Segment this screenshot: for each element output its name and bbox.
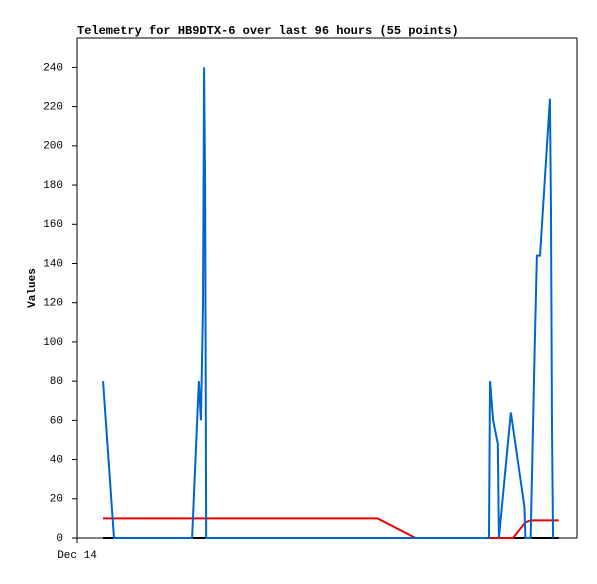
- y-tick-label: 220: [43, 102, 63, 114]
- y-axis-label: Values: [27, 268, 39, 308]
- y-tick-label: 160: [43, 219, 63, 231]
- chart-title: Telemetry for HB9DTX-6 over last 96 hour…: [77, 24, 459, 38]
- y-tick-label: 180: [43, 180, 63, 192]
- y-tick-label: 60: [50, 415, 63, 427]
- y-tick-label: 240: [43, 62, 63, 74]
- y-tick-label: 140: [43, 258, 63, 270]
- series-line: [103, 517, 559, 539]
- y-tick-label: 20: [50, 494, 63, 506]
- series-line: [102, 67, 555, 539]
- plot-frame: [76, 37, 578, 539]
- y-tick-label: 120: [43, 298, 63, 310]
- y-tick-label: 40: [50, 454, 63, 466]
- y-tick-label: 0: [56, 533, 63, 545]
- y-tick-label: 80: [50, 376, 63, 388]
- y-tick-label: 200: [43, 141, 63, 153]
- y-tick-label: 100: [43, 337, 63, 349]
- x-tick-label: Dec 14: [57, 550, 97, 562]
